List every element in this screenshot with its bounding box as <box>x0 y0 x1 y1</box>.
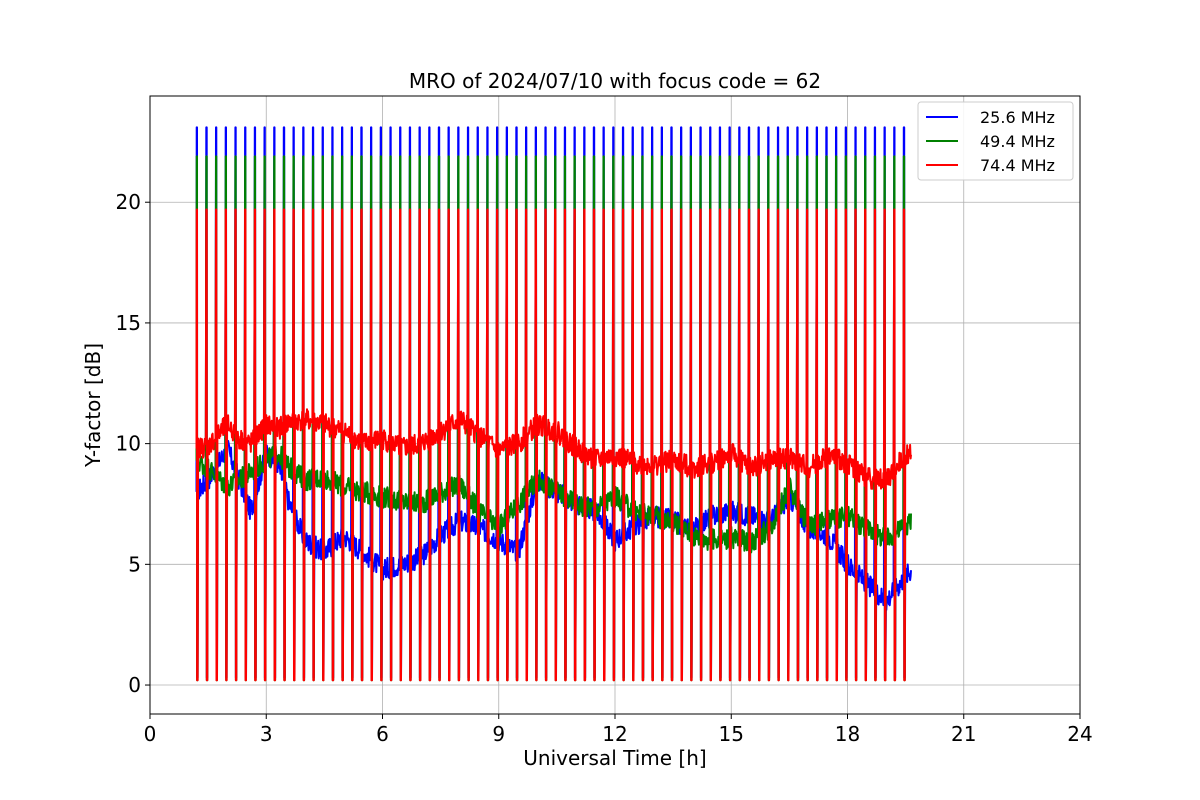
x-axis-label: Universal Time [h] <box>523 746 706 770</box>
y-tick-label: 0 <box>128 673 141 697</box>
legend-label-0: 25.6 MHz <box>980 108 1055 127</box>
y-tick-label: 5 <box>128 552 141 576</box>
x-axis: 0 3 6 9 12 15 18 21 24 <box>144 714 1093 746</box>
x-tick-label: 3 <box>260 722 273 746</box>
chart-title: MRO of 2024/07/10 with focus code = 62 <box>409 69 821 93</box>
series-layer <box>195 126 912 682</box>
x-tick-label: 15 <box>719 722 744 746</box>
x-tick-label: 12 <box>602 722 627 746</box>
legend: 25.6 MHz 49.4 MHz 74.4 MHz <box>917 101 1074 181</box>
legend-box <box>917 101 1074 181</box>
y-tick-label: 15 <box>116 311 141 335</box>
x-tick-label: 9 <box>492 722 505 746</box>
legend-label-2: 74.4 MHz <box>980 156 1055 175</box>
x-tick-label: 24 <box>1067 722 1092 746</box>
x-tick-label: 0 <box>144 722 157 746</box>
x-tick-label: 21 <box>951 722 976 746</box>
series-line-2 <box>195 208 912 682</box>
y-axis-label: Y-factor [dB] <box>81 343 105 468</box>
y-tick-label: 10 <box>116 432 141 456</box>
y-axis: 0 5 10 15 20 <box>116 190 150 697</box>
y-tick-label: 20 <box>116 190 141 214</box>
x-tick-label: 6 <box>376 722 389 746</box>
legend-label-1: 49.4 MHz <box>980 132 1055 151</box>
x-tick-label: 18 <box>835 722 860 746</box>
